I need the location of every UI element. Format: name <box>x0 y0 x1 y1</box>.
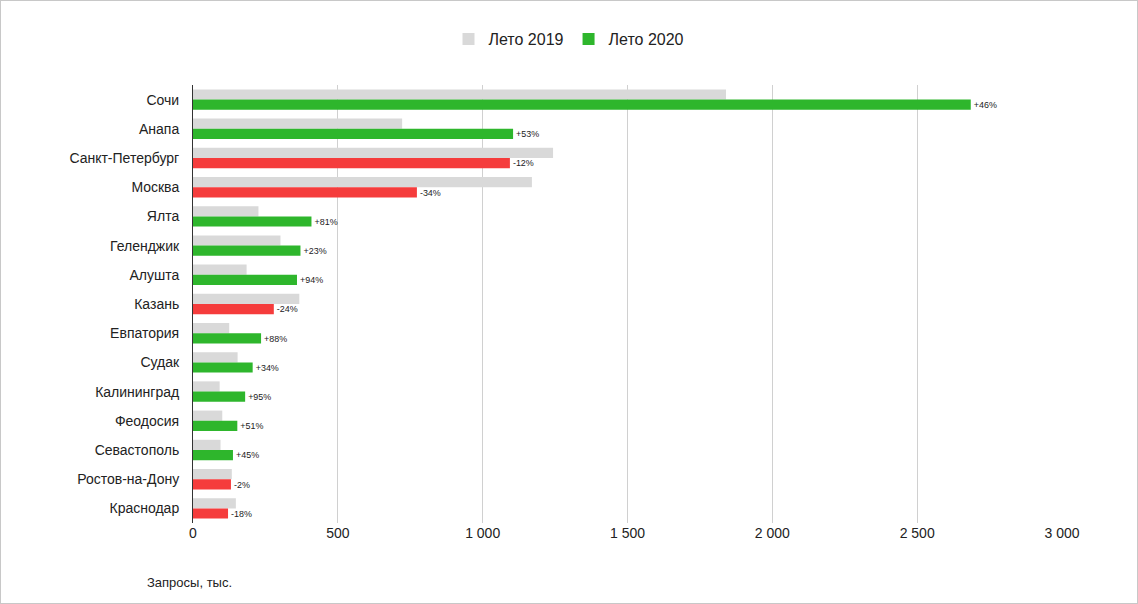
svg-text:+46%: +46% <box>974 100 997 110</box>
svg-text:Лето 2019: Лето 2019 <box>489 31 564 48</box>
svg-text:Запросы, тыс.: Запросы, тыс. <box>147 575 232 590</box>
svg-text:Алушта: Алушта <box>129 267 179 283</box>
svg-text:Судак: Судак <box>140 354 180 370</box>
svg-text:500: 500 <box>326 525 350 541</box>
svg-text:Лето 2020: Лето 2020 <box>609 31 684 48</box>
svg-text:-12%: -12% <box>513 158 534 168</box>
svg-text:+95%: +95% <box>248 392 271 402</box>
svg-text:1 000: 1 000 <box>465 525 500 541</box>
svg-text:+88%: +88% <box>264 334 287 344</box>
svg-text:Казань: Казань <box>134 296 179 312</box>
svg-text:2 500: 2 500 <box>900 525 935 541</box>
svg-text:Калининград: Калининград <box>95 384 179 400</box>
svg-text:0: 0 <box>189 525 197 541</box>
svg-text:+81%: +81% <box>314 217 337 227</box>
svg-text:Краснодар: Краснодар <box>110 500 180 516</box>
svg-text:Москва: Москва <box>131 179 179 195</box>
svg-text:Феодосия: Феодосия <box>115 413 179 429</box>
svg-text:+53%: +53% <box>516 129 539 139</box>
svg-text:Севастополь: Севастополь <box>95 442 180 458</box>
svg-text:Ростов-на-Дону: Ростов-на-Дону <box>77 471 179 487</box>
svg-text:+34%: +34% <box>256 363 279 373</box>
svg-text:Сочи: Сочи <box>146 92 179 108</box>
svg-text:Анапа: Анапа <box>139 121 179 137</box>
svg-text:Геленджик: Геленджик <box>110 238 180 254</box>
svg-text:1 500: 1 500 <box>610 525 645 541</box>
svg-text:-18%: -18% <box>231 509 252 519</box>
svg-text:-2%: -2% <box>234 480 250 490</box>
svg-text:+45%: +45% <box>236 450 259 460</box>
svg-text:Ялта: Ялта <box>147 208 180 224</box>
svg-text:Санкт-Петербург: Санкт-Петербург <box>69 150 179 166</box>
svg-text:+23%: +23% <box>303 246 326 256</box>
svg-text:+51%: +51% <box>240 421 263 431</box>
svg-text:Евпатория: Евпатория <box>110 325 179 341</box>
svg-text:-34%: -34% <box>420 188 441 198</box>
svg-text:+94%: +94% <box>300 275 323 285</box>
svg-text:2 000: 2 000 <box>755 525 790 541</box>
svg-text:-24%: -24% <box>277 304 298 314</box>
svg-text:3 000: 3 000 <box>1044 525 1079 541</box>
